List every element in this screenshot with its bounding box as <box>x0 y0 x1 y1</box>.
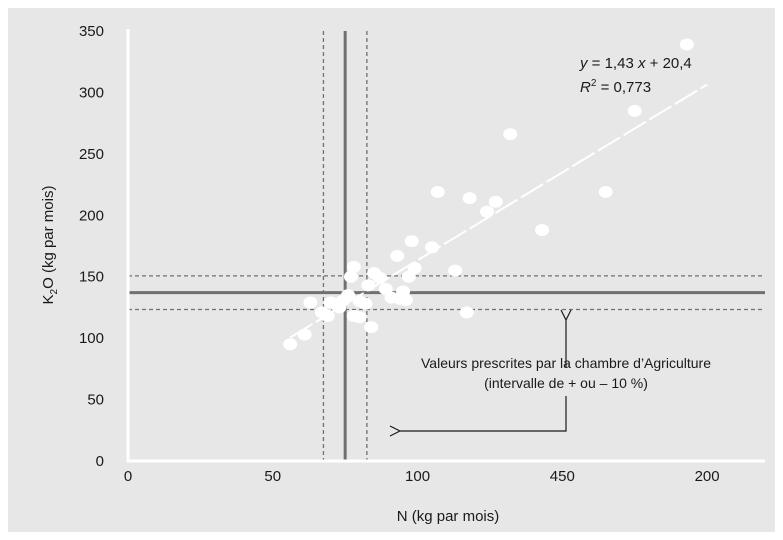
data-point <box>364 321 379 334</box>
y-tick-label: 100 <box>79 330 104 347</box>
trendline <box>289 83 708 339</box>
data-point <box>404 235 419 248</box>
annotation-arrow-left <box>400 396 567 431</box>
data-point <box>297 328 312 341</box>
data-point <box>598 185 613 198</box>
data-point <box>343 270 358 283</box>
y-tick-label: 150 <box>79 269 104 286</box>
y-axis-label-sub: 2 <box>49 288 60 294</box>
y-tick-label: 350 <box>79 23 104 40</box>
y-axis-label: K2O (kg par mois) <box>40 186 60 305</box>
data-point <box>346 260 361 273</box>
data-point <box>462 192 477 205</box>
annotation-line-1: Valeurs prescrites par la chambre d’Agri… <box>421 355 711 371</box>
annotation-line-2: (intervalle de + ou – 10 %) <box>484 375 648 391</box>
data-point <box>535 224 550 237</box>
reference-lines <box>128 31 765 461</box>
data-point <box>303 296 318 309</box>
y-tick-label: 0 <box>96 453 104 470</box>
r-squared-value: = 0,773 <box>596 79 651 96</box>
y-tick-label: 250 <box>79 146 104 163</box>
data-point <box>480 205 495 218</box>
data-point <box>398 294 413 307</box>
y-tick-label: 300 <box>79 84 104 101</box>
data-point <box>679 38 694 51</box>
data-point <box>430 185 445 198</box>
x-tick-label: 50 <box>264 468 281 485</box>
equation-end: + 20,4 <box>645 55 691 72</box>
data-point <box>352 311 367 324</box>
x-tick-label: 0 <box>124 468 132 485</box>
axis-frame <box>126 29 765 463</box>
y-tick-label: 200 <box>79 207 104 224</box>
r-squared-r: R <box>580 79 591 96</box>
data-point <box>503 128 518 141</box>
data-point <box>448 264 463 277</box>
data-point <box>627 104 642 117</box>
equation-y: y <box>579 55 589 72</box>
tick-labels: 0 50 100 450 200 0 50 100 150 200 250 300 350 <box>79 23 720 485</box>
equation-x: x <box>637 55 646 72</box>
trendline-group <box>289 83 708 339</box>
chart-background <box>8 8 775 532</box>
x-axis-label: N (kg par mois) <box>397 508 500 525</box>
data-point <box>390 249 405 262</box>
data-points <box>283 38 694 351</box>
data-point <box>488 195 503 208</box>
data-point <box>283 338 298 351</box>
data-point <box>459 306 474 319</box>
equation-middle: = 1,43 <box>588 55 638 72</box>
y-axis-label-rest: O (kg par mois) <box>40 186 57 289</box>
x-tick-label: 450 <box>550 468 575 485</box>
x-tick-label: 100 <box>405 468 430 485</box>
x-tick-label: 200 <box>695 468 720 485</box>
r-squared-sup: 2 <box>591 78 597 89</box>
y-axis-label-k: K <box>40 294 57 304</box>
equation-label: y = 1,43 x + 20,4 <box>579 55 692 72</box>
data-point <box>358 297 373 310</box>
y-tick-label: 50 <box>87 392 104 409</box>
data-point <box>341 289 356 302</box>
r-squared-label: R2 = 0,773 <box>580 78 651 96</box>
